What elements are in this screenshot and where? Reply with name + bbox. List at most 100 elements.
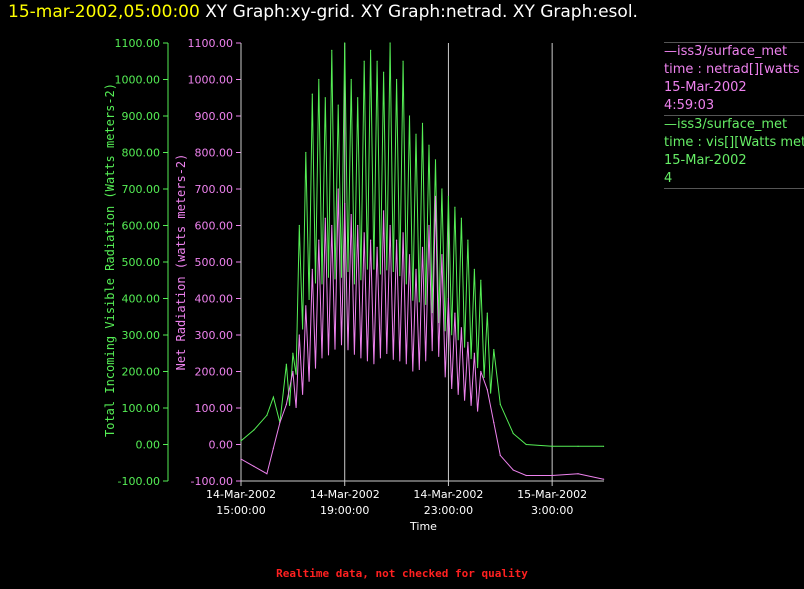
data-point-vis <box>395 78 398 81</box>
data-point-netrad <box>344 203 346 205</box>
data-point-netrad <box>272 447 275 449</box>
data-point-vis <box>285 363 287 365</box>
legend-netrad-variable: time : netrad[][watts meters-2] <box>664 62 804 77</box>
y-tick-label-netrad: 200.00 <box>195 366 234 379</box>
data-point-vis <box>337 104 339 106</box>
data-point-netrad <box>370 239 372 241</box>
data-point-vis <box>551 445 553 447</box>
graph-title-bar: 15-mar-2002,05:00:00 XY Graph:xy-grid. X… <box>8 0 638 24</box>
data-point-netrad <box>279 422 281 424</box>
y-tick-label-vis: 400.00 <box>122 293 161 306</box>
data-point-netrad <box>486 389 488 391</box>
y-tick-label-vis: 200.00 <box>122 366 161 379</box>
data-point-vis <box>486 312 488 314</box>
data-point-netrad <box>577 473 579 475</box>
data-point-vis <box>473 268 475 270</box>
data-point-netrad <box>363 232 365 234</box>
data-point-vis <box>428 144 430 146</box>
y-tick-label-vis: 800.00 <box>122 147 161 160</box>
y-tick-label-netrad: 1000.00 <box>188 74 234 87</box>
data-point-vis <box>389 42 391 44</box>
title-graph-list: XY Graph:xy-grid. XY Graph:netrad. XY Gr… <box>205 2 638 22</box>
series-line-netrad <box>240 188 604 480</box>
data-point-vis <box>324 97 326 99</box>
data-point-vis <box>350 78 352 81</box>
data-point-netrad <box>240 458 242 460</box>
data-point-netrad <box>376 246 378 248</box>
data-point-netrad <box>331 224 333 227</box>
y-tick-label-netrad: 900.00 <box>195 110 234 123</box>
data-point-vis <box>441 188 443 190</box>
data-point-netrad <box>473 352 475 354</box>
series-line-vis <box>240 42 604 447</box>
x-tick-label-time: 3:00:00 <box>531 504 573 517</box>
data-point-vis <box>525 443 527 446</box>
x-tick-label-time: 19:00:00 <box>320 504 369 517</box>
data-point-netrad <box>493 422 495 424</box>
y-tick-label-vis: 500.00 <box>122 256 161 269</box>
x-tick-label-date: 14-Mar-2002 <box>310 488 380 501</box>
legend-vis-source: —iss3/surface_met <box>664 117 788 132</box>
data-point-vis <box>305 151 307 154</box>
data-point-netrad <box>415 268 417 270</box>
x-tick-label-date: 15-Mar-2002 <box>517 488 587 501</box>
data-point-netrad <box>305 305 307 307</box>
data-point-vis <box>460 217 462 219</box>
y-tick-label-netrad: 700.00 <box>195 183 234 196</box>
data-point-netrad <box>434 195 437 197</box>
x-tick-label-time: 15:00:00 <box>216 504 265 517</box>
data-point-netrad <box>499 454 501 457</box>
data-point-vis <box>512 432 514 435</box>
y-tick-label-vis: 900.00 <box>122 110 161 123</box>
data-point-vis <box>344 42 346 44</box>
data-point-netrad <box>337 188 339 190</box>
data-point-netrad <box>512 469 514 471</box>
x-tick-label-date: 14-Mar-2002 <box>413 488 483 501</box>
data-point-netrad <box>318 239 320 241</box>
data-point-vis <box>408 115 411 117</box>
data-point-vis <box>421 122 424 124</box>
x-tick-label-date: 14-Mar-2002 <box>206 488 276 501</box>
y-axis-title-netrad: Net Radiation (watts meters-2) <box>174 154 188 371</box>
data-point-vis <box>376 60 378 62</box>
x-tick-label-time: 23:00:00 <box>424 504 473 517</box>
data-point-vis <box>292 352 294 354</box>
y-tick-label-vis: 0.00 <box>136 439 161 452</box>
data-point-netrad <box>460 327 462 329</box>
y-tick-label-netrad: 0.00 <box>209 439 234 452</box>
x-axis-title: Time <box>409 520 437 533</box>
data-point-netrad <box>266 473 268 475</box>
data-point-vis <box>602 445 605 447</box>
legend: —iss3/surface_met time : netrad[][watts … <box>664 42 804 189</box>
data-point-netrad <box>428 224 430 227</box>
legend-netrad-source: —iss3/surface_met <box>664 44 788 59</box>
y-tick-label-netrad: 800.00 <box>195 147 234 160</box>
data-point-netrad <box>551 474 553 477</box>
data-point-netrad <box>395 239 398 241</box>
legend-entry-vis: —iss3/surface_met time : vis[][Watts met… <box>664 115 804 189</box>
data-point-netrad <box>480 370 482 373</box>
data-point-netrad <box>357 224 359 227</box>
legend-entry-netrad: —iss3/surface_met time : netrad[][watts … <box>664 42 804 115</box>
y-tick-label-vis: 1000.00 <box>115 74 161 87</box>
y-tick-label-netrad: 1100.00 <box>188 37 234 50</box>
data-point-netrad <box>402 232 404 234</box>
data-point-netrad <box>292 370 294 373</box>
y-tick-label-vis: 600.00 <box>122 220 161 233</box>
legend-vis-variable: time : vis[][Watts meters-2] <box>664 135 804 150</box>
data-point-vis <box>272 396 275 398</box>
data-point-vis <box>331 49 333 51</box>
y-tick-label-netrad: 500.00 <box>195 256 234 269</box>
legend-netrad-date: 15-Mar-2002 <box>664 80 747 95</box>
data-point-vis <box>577 445 579 447</box>
data-point-vis <box>318 78 320 81</box>
data-point-netrad <box>389 224 391 227</box>
data-point-vis <box>240 440 242 442</box>
y-tick-label-netrad: 600.00 <box>195 220 234 233</box>
data-point-vis <box>357 97 359 99</box>
data-point-vis <box>454 206 456 208</box>
data-point-netrad <box>298 334 300 336</box>
data-point-vis <box>447 195 450 197</box>
data-point-netrad <box>285 403 287 405</box>
